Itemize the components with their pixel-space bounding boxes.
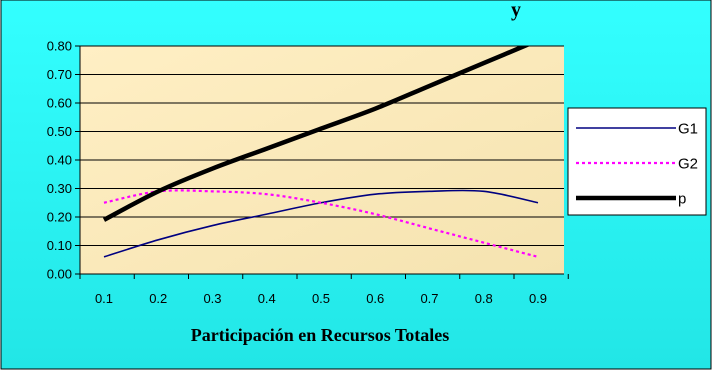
y-tick-label: 0.20	[47, 210, 72, 225]
y-axis-ticks: 0.00 0.10 0.20 0.30 0.40 0.50 0.60 0.70 0.80	[47, 39, 80, 282]
legend: G1 G2 p	[567, 107, 707, 216]
x-tick-label: 0.1	[95, 291, 113, 306]
x-tick-label: 0.4	[258, 291, 276, 306]
series-line-p	[102, 46, 531, 222]
y-tick-label: 0.40	[47, 153, 72, 168]
x-tick-label: 0.6	[366, 291, 384, 306]
x-tick-label: 0.2	[149, 291, 167, 306]
legend-label-g1: G1	[678, 121, 698, 138]
gridlines	[80, 45, 564, 246]
x-tick-label: 0.9	[529, 291, 547, 306]
y-tick-label: 0.50	[47, 124, 72, 139]
series-line-g1	[103, 189, 539, 258]
y-tick-label: 0.30	[47, 181, 72, 196]
y-tick-label: 0.10	[47, 238, 72, 253]
y-tick-label: 0.60	[47, 96, 72, 111]
x-axis-label: Participación en Recursos Totales	[191, 325, 450, 345]
x-tick-label: 0.7	[420, 291, 438, 306]
x-tick-label: 0.5	[312, 291, 330, 306]
y-tick-label: 0.70	[47, 67, 72, 82]
chart-title: y	[511, 0, 521, 21]
y-tick-label: 0.00	[47, 267, 72, 282]
legend-label-p: p	[678, 191, 686, 208]
x-tick-label: 0.3	[203, 291, 221, 306]
series-lines	[102, 46, 539, 258]
y-tick-label: 0.80	[47, 39, 72, 54]
legend-label-g2: G2	[678, 156, 698, 173]
x-tick-label: 0.8	[475, 291, 493, 306]
x-axis-ticks: 0.1 0.2 0.3 0.4 0.5 0.6 0.7 0.8 0.9	[79, 274, 569, 306]
